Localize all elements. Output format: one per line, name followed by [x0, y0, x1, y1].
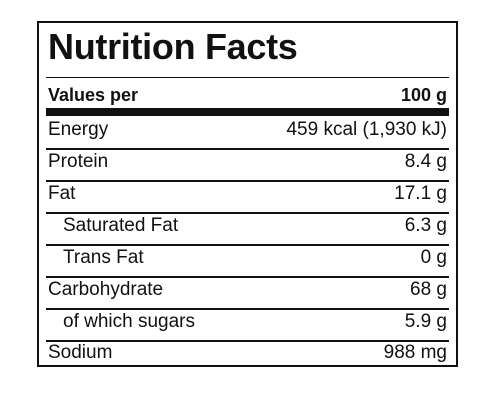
nutrient-row-trans-fat: Trans Fat 0 g	[48, 247, 447, 269]
serving-value: 100 g	[400, 85, 447, 105]
nutrient-row-sugars: of which sugars 5.9 g	[48, 311, 447, 333]
nutrient-row-saturated-fat: Saturated Fat 6.3 g	[48, 215, 447, 237]
nutrient-label: Trans Fat	[63, 247, 144, 268]
nutrient-label: Carbohydrate	[48, 279, 164, 300]
nutrient-value: 988 mg	[383, 342, 447, 363]
label-title: Nutrition Facts	[48, 26, 298, 67]
nutrient-value: 68 g	[410, 279, 447, 300]
row-divider	[46, 212, 449, 214]
header-thick-divider	[46, 108, 449, 116]
nutrient-value: 6.3 g	[404, 215, 447, 236]
nutrient-label: of which sugars	[63, 311, 196, 332]
nutrient-label: Protein	[48, 151, 109, 172]
nutrient-label: Sodium	[48, 342, 113, 363]
nutrient-label: Energy	[48, 119, 109, 140]
nutrient-row-fat: Fat 17.1 g	[48, 183, 447, 205]
nutrient-value: 8.4 g	[404, 151, 447, 172]
serving-label: Values per	[48, 85, 139, 105]
nutrient-label: Saturated Fat	[63, 215, 179, 236]
nutrient-value: 0 g	[420, 247, 447, 268]
nutrient-row-carbohydrate: Carbohydrate 68 g	[48, 279, 447, 301]
nutrient-row-sodium: Sodium 988 mg	[48, 342, 447, 364]
nutrient-value: 459 kcal (1,930 kJ)	[286, 119, 447, 140]
row-divider	[46, 276, 449, 278]
nutrient-row-protein: Protein 8.4 g	[48, 151, 447, 173]
nutrition-facts-label: Nutrition Facts Values per 100 g Energy …	[37, 21, 458, 367]
nutrient-value: 5.9 g	[404, 311, 447, 332]
serving-header-row: Values per 100 g	[48, 85, 447, 106]
nutrient-label: Fat	[48, 183, 76, 204]
row-divider	[46, 308, 449, 310]
row-divider	[46, 340, 449, 342]
title-divider	[46, 77, 449, 78]
row-divider	[46, 180, 449, 182]
nutrient-row-energy: Energy 459 kcal (1,930 kJ)	[48, 119, 447, 141]
nutrient-value: 17.1 g	[394, 183, 447, 204]
row-divider	[46, 148, 449, 150]
row-divider	[46, 244, 449, 246]
